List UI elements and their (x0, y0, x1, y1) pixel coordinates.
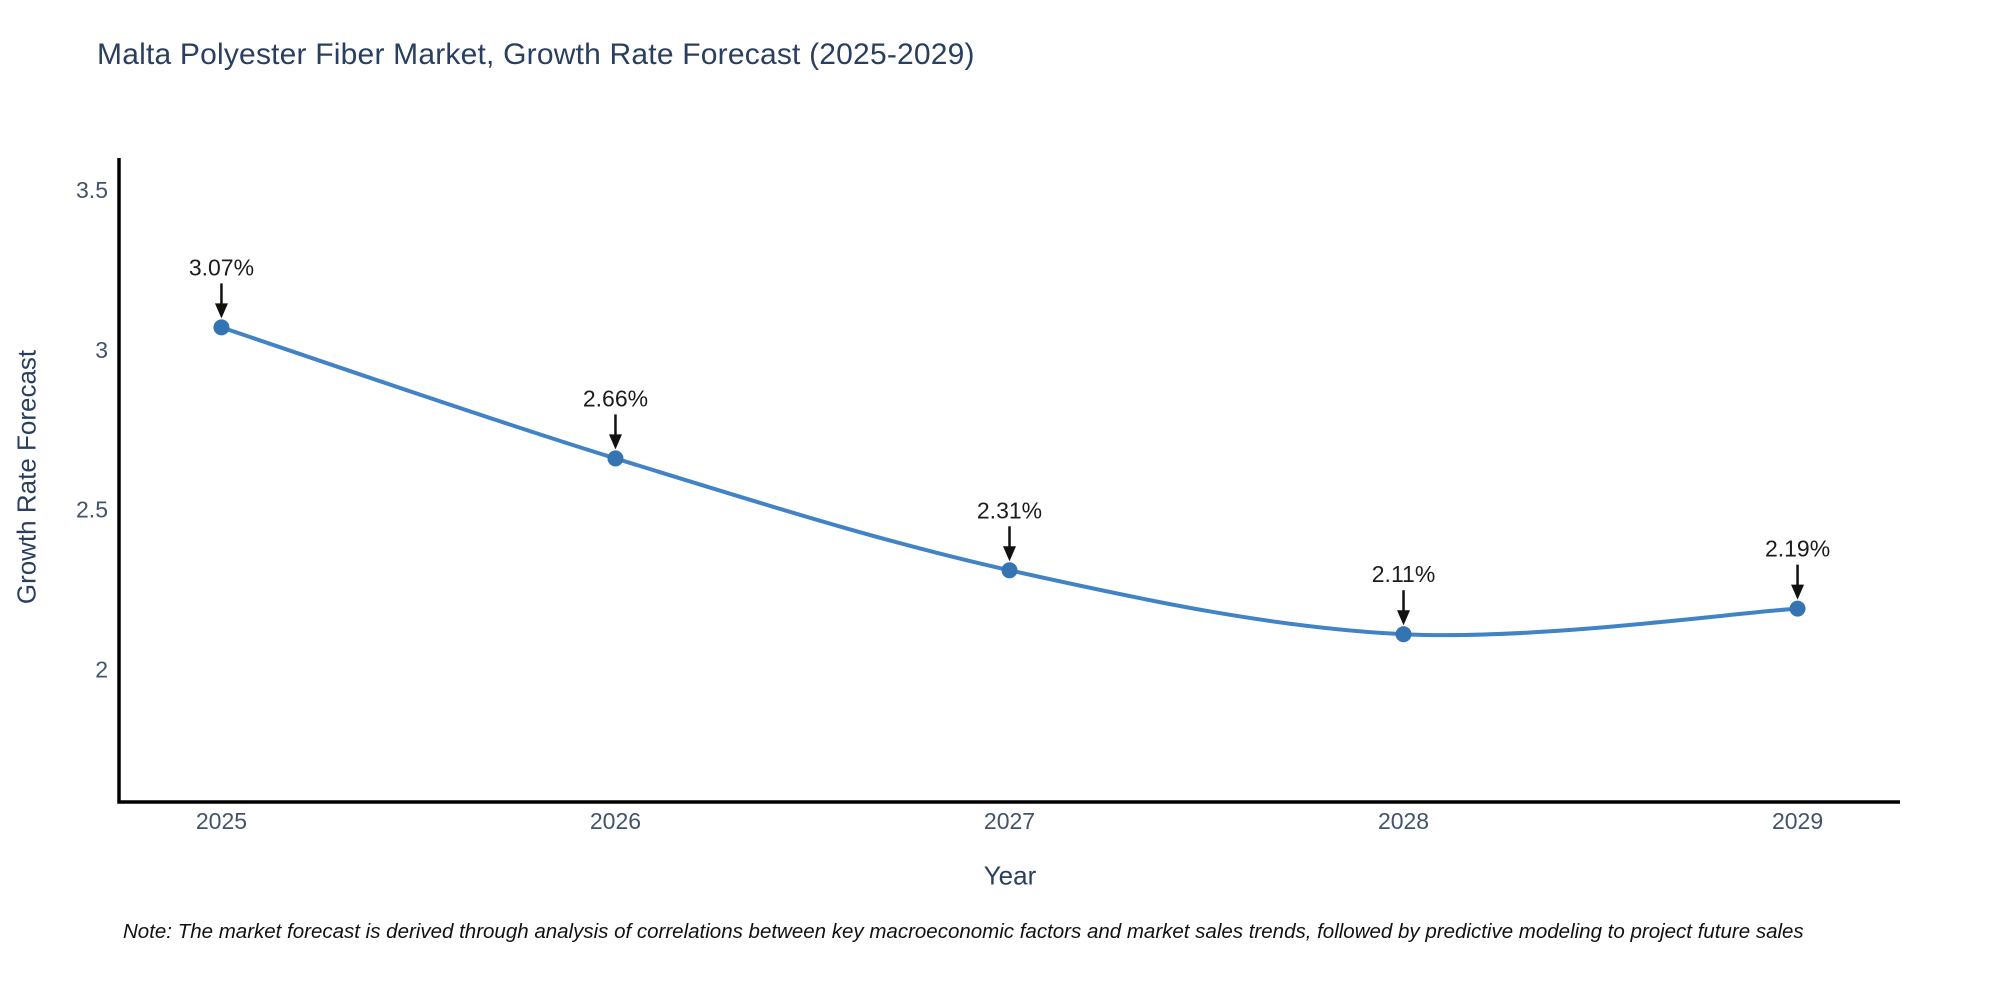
data-point-marker (1395, 626, 1412, 643)
data-point-marker (1001, 562, 1018, 579)
series-line (220, 325, 1798, 638)
y-tick-label: 2.5 (76, 497, 108, 523)
x-tick-label: 2025 (196, 808, 247, 834)
y-axis-label: Growth Rate Forecast (11, 349, 42, 605)
x-tick-label: 2029 (1772, 808, 1823, 834)
annotation-arrowhead (608, 434, 622, 450)
annotation-arrowhead (1791, 584, 1805, 600)
chart-title: Malta Polyester Fiber Market, Growth Rat… (97, 38, 975, 71)
data-point-marker (607, 450, 624, 467)
data-point-marker (1789, 600, 1806, 617)
point-value-label: 3.07% (189, 254, 254, 280)
x-axis-label: Year (983, 860, 1037, 891)
y-tick-label: 3 (95, 337, 108, 363)
point-value-label: 2.66% (583, 385, 648, 411)
x-tick-label: 2026 (590, 808, 641, 834)
y-tick-label: 2 (95, 656, 108, 682)
x-tick-label: 2028 (1378, 808, 1429, 834)
y-tick-label: 3.5 (76, 177, 108, 203)
annotation-arrowhead (1003, 546, 1016, 562)
point-value-label: 2.19% (1765, 536, 1830, 562)
point-value-label: 2.11% (1372, 561, 1436, 587)
footnote: Note: The market forecast is derived thr… (123, 920, 1804, 943)
annotation-arrowhead (214, 303, 228, 319)
point-value-label: 2.31% (977, 497, 1042, 523)
x-tick-label: 2027 (984, 808, 1035, 834)
axis-spines (117, 158, 1900, 804)
annotation-arrowhead (1397, 610, 1411, 626)
data-point-marker (213, 319, 230, 336)
